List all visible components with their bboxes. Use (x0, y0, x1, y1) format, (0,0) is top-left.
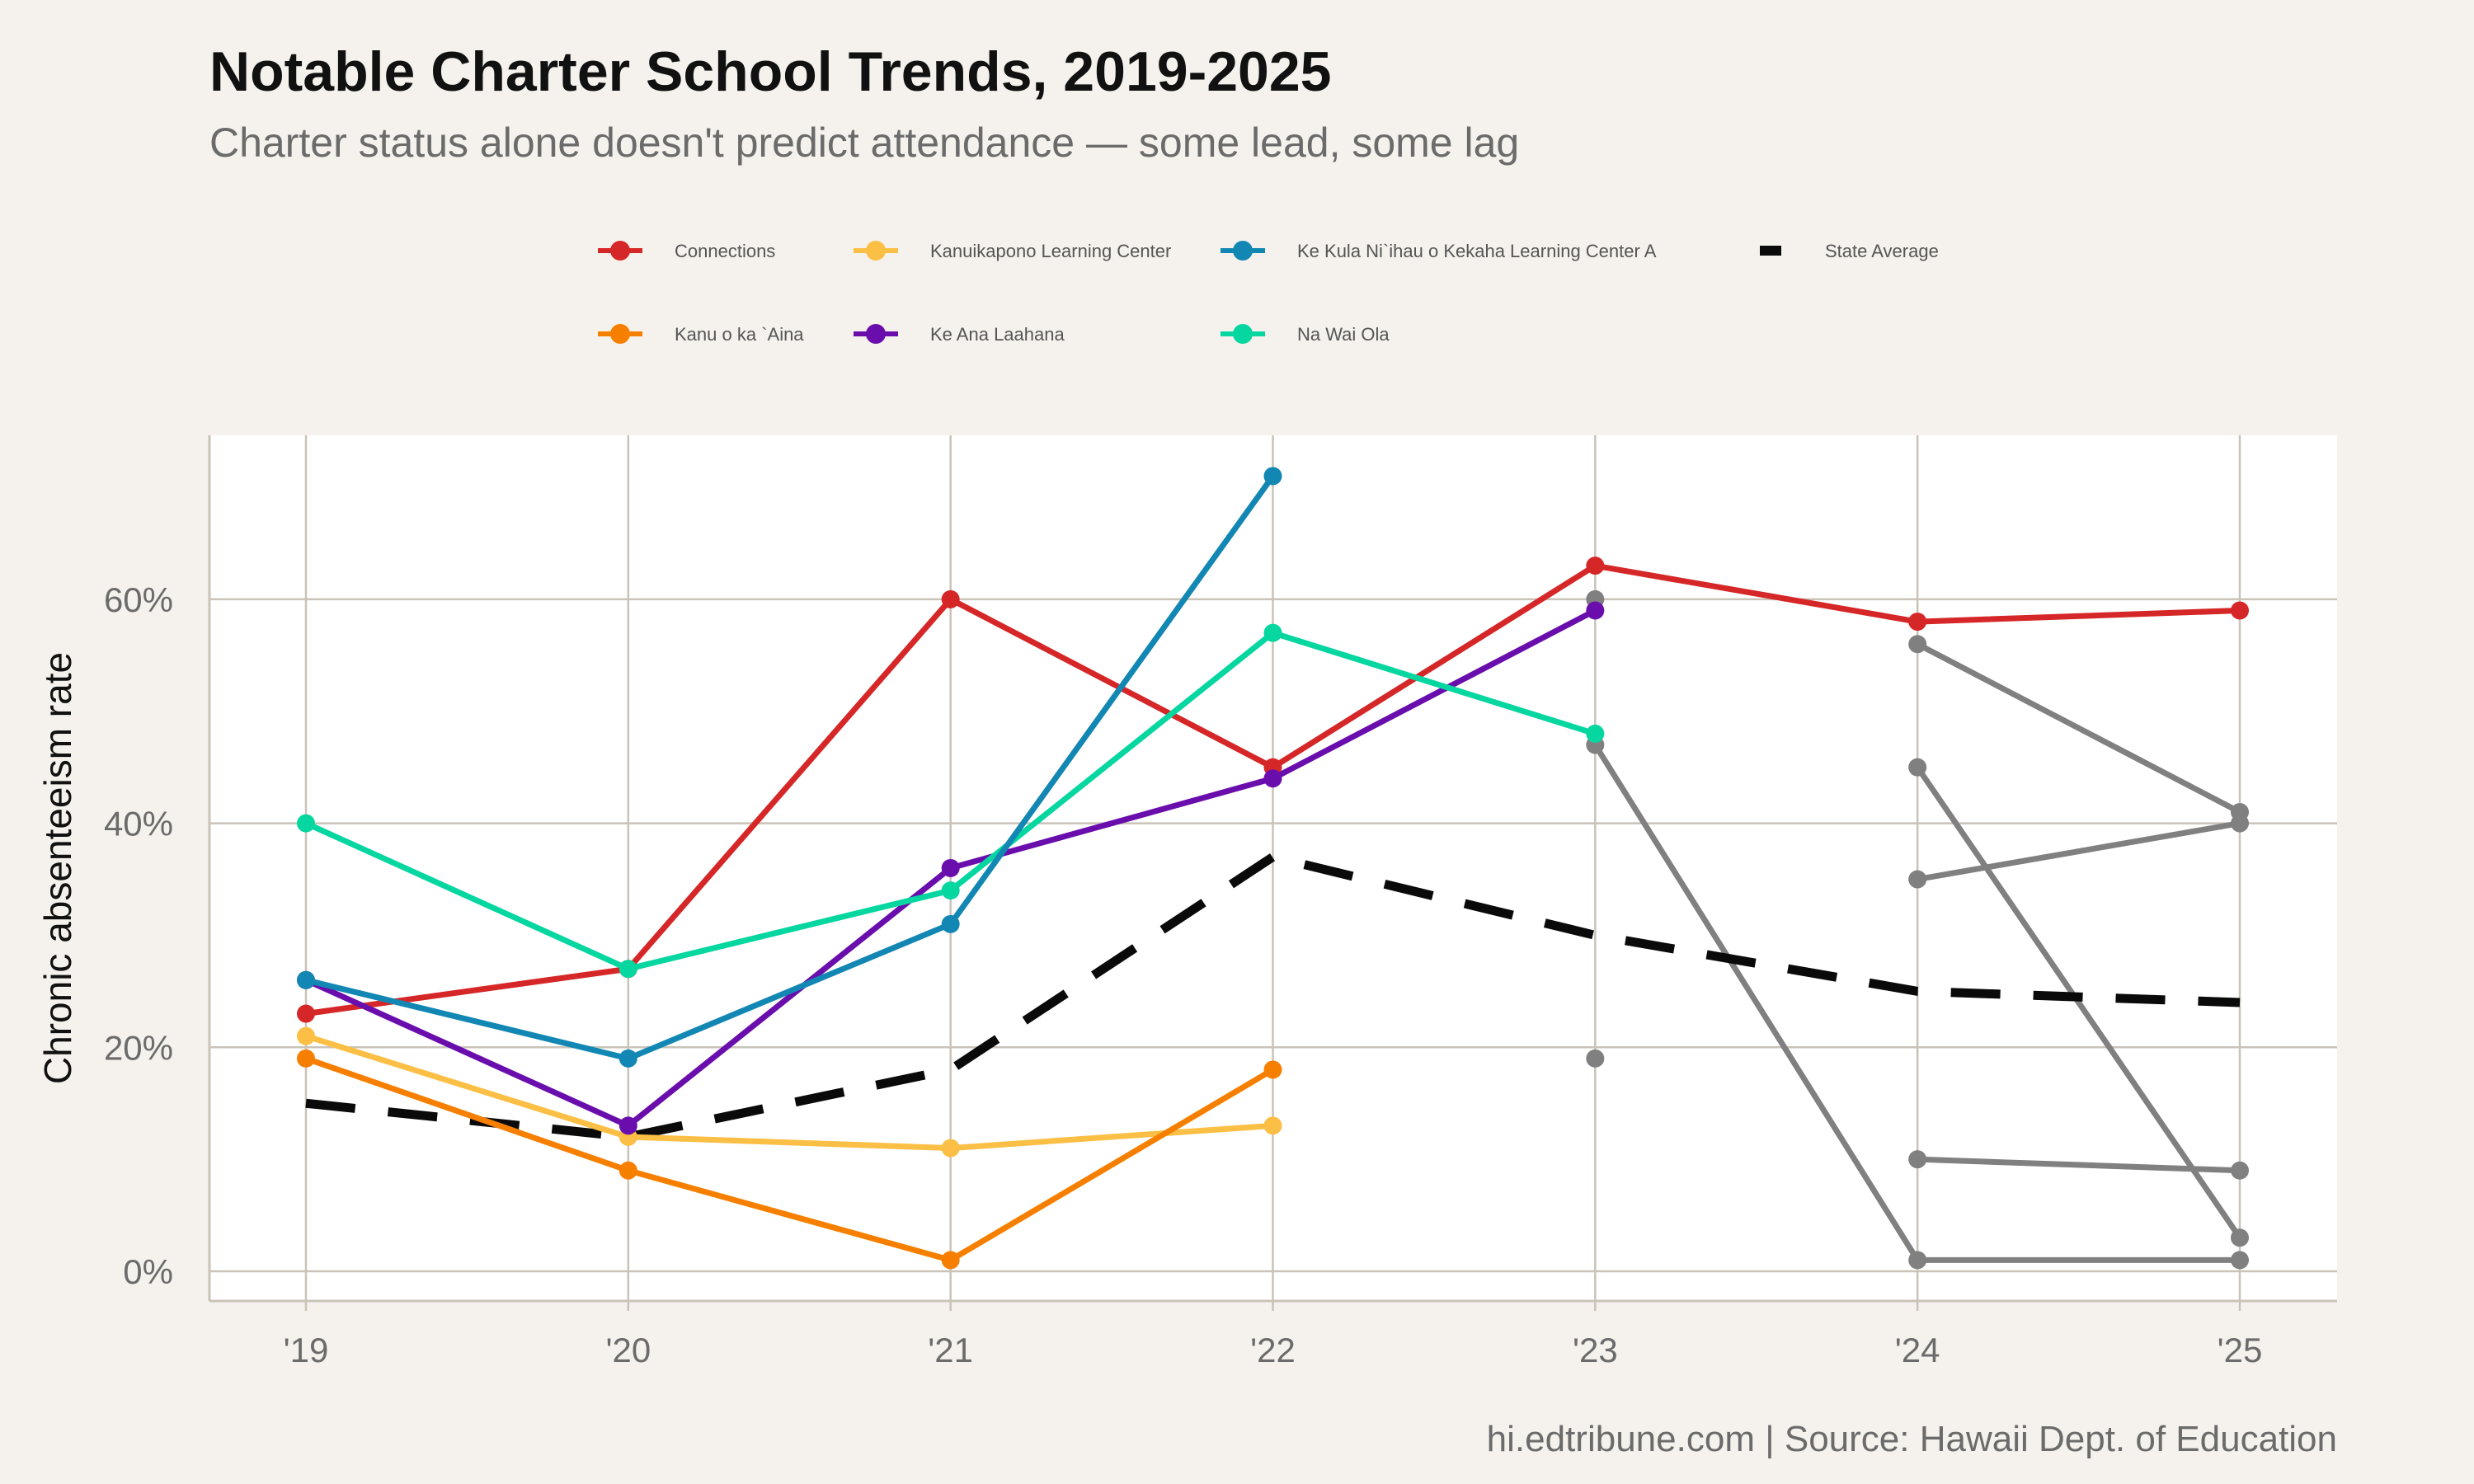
series-line (1917, 820, 2241, 882)
series-line (1915, 765, 2242, 1240)
data-point (1908, 870, 1927, 889)
data-point (1908, 758, 1927, 777)
data-point (941, 589, 960, 608)
legend-item: State Average (1760, 241, 1939, 261)
series-line (304, 1033, 1273, 1152)
data-point (1263, 769, 1282, 788)
chart-subtitle: Charter status alone doesn't predict att… (209, 120, 1519, 166)
series-line (1916, 641, 2241, 815)
y-tick-label: 60% (104, 580, 173, 619)
legend-label: Connections (675, 241, 775, 261)
x-tick-label: '24 (1895, 1331, 1940, 1369)
data-point (1263, 467, 1282, 486)
series-line (1917, 1156, 2241, 1174)
data-point (618, 1161, 637, 1180)
legend-item: Ke Kula Ni`ihau o Kekaha Learning Center… (1221, 241, 1657, 261)
data-point (1263, 1116, 1282, 1135)
legend-key-point (866, 241, 886, 261)
legend-item: Ke Ana Laahana (854, 324, 1065, 345)
caption: hi.edtribune.com | Source: Hawaii Dept. … (1487, 1419, 2337, 1459)
data-point (941, 914, 960, 933)
legend-key-dash (1760, 246, 1781, 256)
y-tick-label: 0% (123, 1252, 173, 1291)
data-point (941, 881, 960, 900)
legend-label: Ke Kula Ni`ihau o Kekaha Learning Center… (1297, 241, 1657, 261)
data-point (941, 1251, 960, 1270)
data-point (618, 1049, 637, 1068)
data-point (1263, 623, 1282, 642)
data-point (2231, 601, 2249, 620)
legend-key-point (1233, 241, 1253, 261)
data-point (2231, 1251, 2249, 1270)
data-point (1586, 1049, 1605, 1068)
legend-key-point (1233, 324, 1253, 344)
data-point (941, 1139, 960, 1158)
data-point (2231, 814, 2249, 833)
y-tick-label: 20% (104, 1028, 173, 1067)
data-point (1586, 724, 1605, 743)
x-tick-label: '19 (284, 1331, 329, 1369)
series-line (305, 852, 2241, 1142)
data-point (297, 970, 315, 989)
other-school-series (1908, 814, 2249, 889)
data-point (618, 1116, 637, 1135)
legend-item: Kanu o ka `Aina (598, 324, 804, 345)
series-kanu-o-ka-aina (297, 1049, 1282, 1270)
data-point (1263, 1060, 1282, 1079)
series-na-wai-ola (297, 623, 1605, 979)
data-point (2231, 1161, 2249, 1180)
axes: '19 '20 '21 '22 '23 '24 '25 0% 20% 40% 60% (104, 435, 2337, 1369)
data-point (297, 1049, 315, 1068)
data-point (2231, 1228, 2249, 1247)
x-tick-label: '25 (2218, 1331, 2263, 1369)
data-point (618, 960, 637, 979)
x-tick-label: '20 (605, 1331, 651, 1369)
data-point (1908, 635, 1927, 654)
series-line (304, 1055, 1275, 1264)
chart-title: Notable Charter School Trends, 2019-2025 (209, 40, 1332, 103)
series-line (305, 474, 1276, 1062)
x-tick-label: '23 (1573, 1331, 1618, 1369)
legend-label: Ke Ana Laahana (930, 324, 1065, 345)
series-ke-kula-ni-ihau-o-kekaha-learning-center-a (297, 467, 1282, 1068)
legend-key-point (610, 241, 630, 261)
series-lines (297, 467, 2249, 1270)
legend-item: Kanuikapono Learning Center (854, 241, 1171, 261)
data-point (1586, 601, 1605, 620)
grid (209, 435, 2337, 1311)
data-point (297, 814, 315, 833)
series-state-average (305, 852, 2241, 1142)
data-point (1586, 556, 1605, 575)
y-axis-label: Chronic absenteeism rate (36, 652, 79, 1084)
data-point (941, 858, 960, 877)
legend-label: Na Wai Ola (1297, 324, 1390, 345)
data-point (1908, 613, 1927, 632)
legend-label: Kanu o ka `Aina (675, 324, 804, 345)
legend-label: State Average (1825, 241, 1939, 261)
legend-key-point (866, 324, 886, 344)
other-school-series (1908, 1150, 2249, 1180)
x-tick-label: '22 (1250, 1331, 1296, 1369)
other-school-series (1908, 758, 2249, 1247)
x-tick-label: '21 (928, 1331, 973, 1369)
data-point (1908, 1150, 1927, 1169)
legend-label: Kanuikapono Learning Center (930, 241, 1171, 261)
data-point (297, 1026, 315, 1045)
legend-key-point (610, 324, 630, 344)
other-school-series (1586, 1049, 1605, 1068)
legend: Connections Kanuikapono Learning Center Ke… (598, 241, 1939, 345)
data-point (1908, 1251, 1927, 1270)
data-point (297, 1004, 315, 1023)
y-tick-label: 40% (104, 805, 173, 843)
legend-item: Na Wai Ola (1221, 324, 1390, 345)
legend-item: Connections (598, 241, 775, 261)
